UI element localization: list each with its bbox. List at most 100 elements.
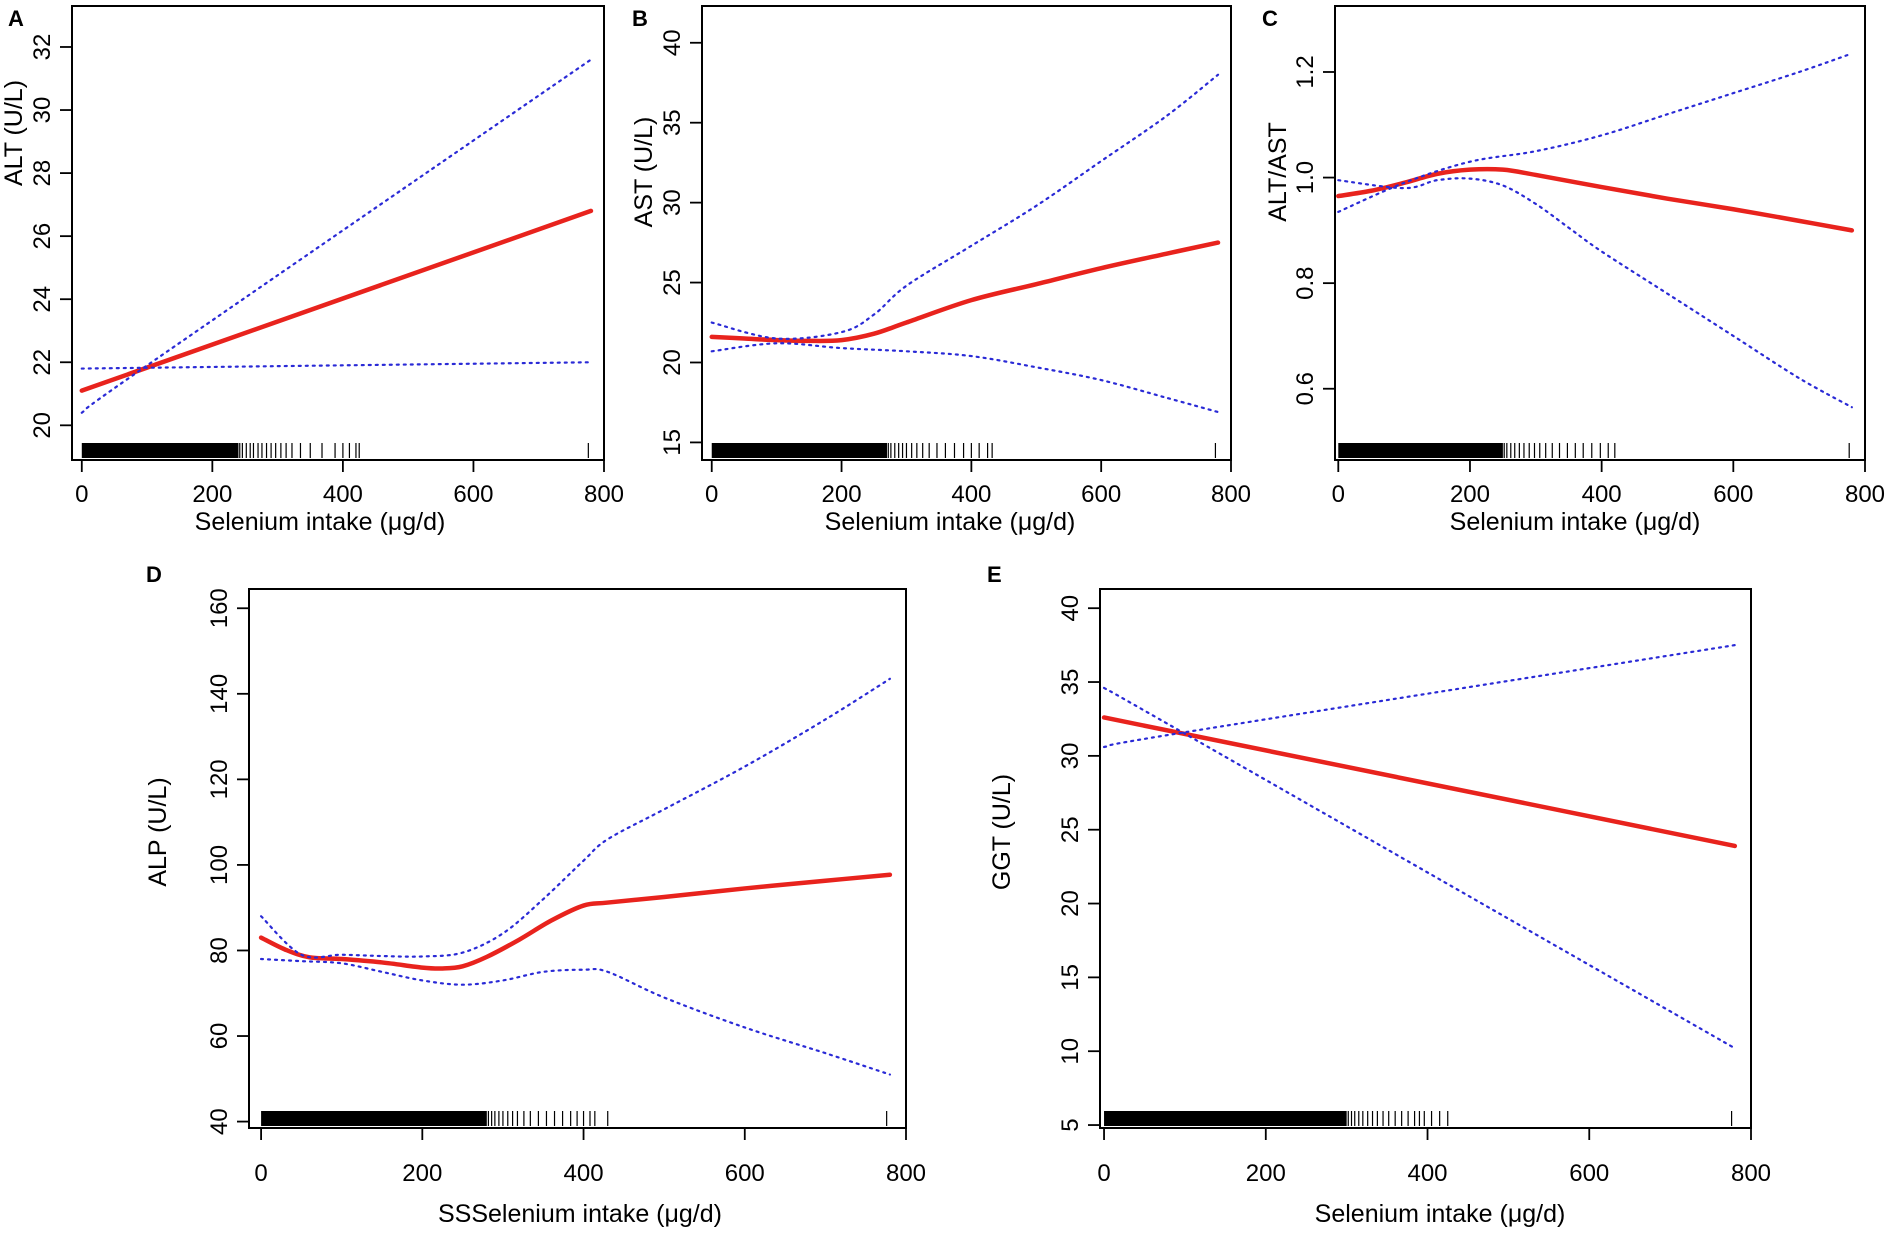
x-axis-title: Selenium intake (μg/d): [195, 508, 446, 536]
y-tick-label: 0.6: [1292, 372, 1319, 405]
plot-frame: [71, 5, 605, 461]
y-axis-title: ALP (U/L): [144, 777, 172, 886]
x-tick-label: 800: [886, 1160, 926, 1187]
panel-letter: B: [632, 6, 648, 31]
panel-e: E 0 200 400 600 800 5 10 15 20 25 30 35 40 Selenium in…: [987, 562, 1771, 1228]
panel-letter: A: [8, 6, 24, 31]
ci-upper-line: [1102, 644, 1736, 749]
panel-b: B 0 200 400 600 800 15 20 25 30 35 40 Selenium intak…: [630, 5, 1251, 536]
x-tick-label: 0: [1097, 1160, 1110, 1187]
ci-upper-line: [80, 58, 593, 414]
y-tick-label: 24: [29, 286, 56, 313]
x-tick-label: 800: [1211, 481, 1251, 508]
y-tick-label: 20: [29, 412, 56, 439]
rug-dense-band: [1104, 1111, 1347, 1126]
plot-frame: [1099, 588, 1752, 1129]
y-tick-label: 160: [206, 588, 233, 628]
ci-lower-line: [1337, 177, 1853, 409]
y-tick-label: 80: [206, 937, 233, 964]
ci-lower-line: [710, 342, 1220, 414]
rug: [1338, 443, 1850, 458]
panel-a: A 0 200 400 600 800 20 22 24 26 28 30 32 Selenium int…: [0, 5, 624, 536]
y-axis-title: AST (U/L): [630, 117, 658, 228]
x-tick-label: 200: [822, 481, 862, 508]
x-tick-label: 400: [1407, 1160, 1447, 1187]
fit-line: [709, 240, 1221, 344]
y-tick-label: 35: [659, 109, 686, 136]
y-axis-title: GGT (U/L): [988, 774, 1016, 890]
plot-frame: [701, 5, 1232, 461]
x-tick-label: 800: [1731, 1160, 1771, 1187]
y-axis-title: ALT/AST: [1264, 122, 1292, 222]
x-tick-label: 0: [1332, 481, 1345, 508]
x-axis-title: Selenium intake (μg/d): [825, 508, 1076, 536]
rug: [1104, 1111, 1733, 1126]
x-tick-label: 200: [1450, 481, 1490, 508]
plot-frame: [248, 588, 907, 1129]
rug-dense-band: [711, 443, 887, 458]
ci-upper-line: [1337, 52, 1853, 213]
x-tick-label: 400: [951, 481, 991, 508]
x-tick-label: 200: [192, 481, 232, 508]
panel-letter: D: [146, 562, 162, 587]
y-tick-label: 30: [659, 189, 686, 216]
fit-line: [258, 872, 893, 971]
x-tick-label: 600: [1081, 481, 1121, 508]
y-tick-label: 20: [659, 349, 686, 376]
fit-line: [1101, 715, 1738, 849]
x-tick-label: 200: [402, 1160, 442, 1187]
y-tick-label: 40: [1057, 595, 1084, 622]
x-tick-label: 0: [705, 481, 718, 508]
y-tick-label: 1.2: [1292, 55, 1319, 88]
ci-lower-line: [80, 361, 593, 370]
ci-lower-line: [259, 957, 891, 1076]
ci-upper-line: [259, 677, 891, 959]
y-tick-label: 10: [1057, 1038, 1084, 1065]
y-tick-label: 60: [206, 1023, 233, 1050]
x-tick-label: 400: [323, 481, 363, 508]
y-tick-label: 15: [1057, 964, 1084, 991]
y-tick-label: 120: [206, 759, 233, 799]
y-tick-label: 30: [29, 97, 56, 124]
y-tick-label: 40: [659, 29, 686, 56]
x-tick-label: 0: [75, 481, 88, 508]
y-tick-label: 1.0: [1292, 161, 1319, 194]
x-tick-label: 0: [254, 1160, 267, 1187]
y-tick-label: 100: [206, 845, 233, 885]
x-tick-label: 400: [1582, 481, 1622, 508]
y-tick-label: 15: [659, 429, 686, 456]
y-tick-label: 28: [29, 160, 56, 187]
y-tick-label: 0.8: [1292, 266, 1319, 299]
x-axis-title: Selenium intake (μg/d): [1450, 508, 1701, 536]
x-tick-label: 600: [725, 1160, 765, 1187]
ci-upper-line: [710, 73, 1220, 340]
x-tick-label: 600: [1713, 481, 1753, 508]
y-tick-label: 35: [1057, 669, 1084, 696]
rug-dense-band: [1338, 443, 1503, 458]
rug-dense-band: [81, 443, 239, 458]
rug: [261, 1111, 888, 1126]
y-tick-label: 5: [1057, 1118, 1084, 1131]
x-axis-title: SSSelenium intake (μg/d): [438, 1200, 722, 1228]
panel-d: D 0 200 400 600 800 40 60 80 100 120 140 160 SSSeleni…: [144, 562, 926, 1228]
rug: [711, 443, 1217, 458]
y-tick-label: 140: [206, 674, 233, 714]
x-tick-label: 800: [1845, 481, 1885, 508]
y-tick-label: 32: [29, 34, 56, 61]
y-tick-label: 30: [1057, 743, 1084, 770]
x-axis-title: Selenium intake (μg/d): [1315, 1200, 1566, 1228]
x-tick-label: 800: [584, 481, 624, 508]
x-tick-label: 200: [1246, 1160, 1286, 1187]
rug-dense-band: [261, 1111, 487, 1126]
y-tick-label: 25: [659, 269, 686, 296]
x-tick-label: 400: [564, 1160, 604, 1187]
x-tick-label: 600: [1569, 1160, 1609, 1187]
x-tick-label: 600: [453, 481, 493, 508]
rug: [81, 443, 589, 458]
y-tick-label: 20: [1057, 890, 1084, 917]
ci-lower-line: [1102, 686, 1736, 1050]
plot-frame: [1334, 5, 1866, 461]
panel-c: C 0 200 400 600 800 0.6 0.8 1.0 1.2 Selenium intak…: [1262, 5, 1885, 536]
panel-letter: C: [1262, 6, 1278, 31]
